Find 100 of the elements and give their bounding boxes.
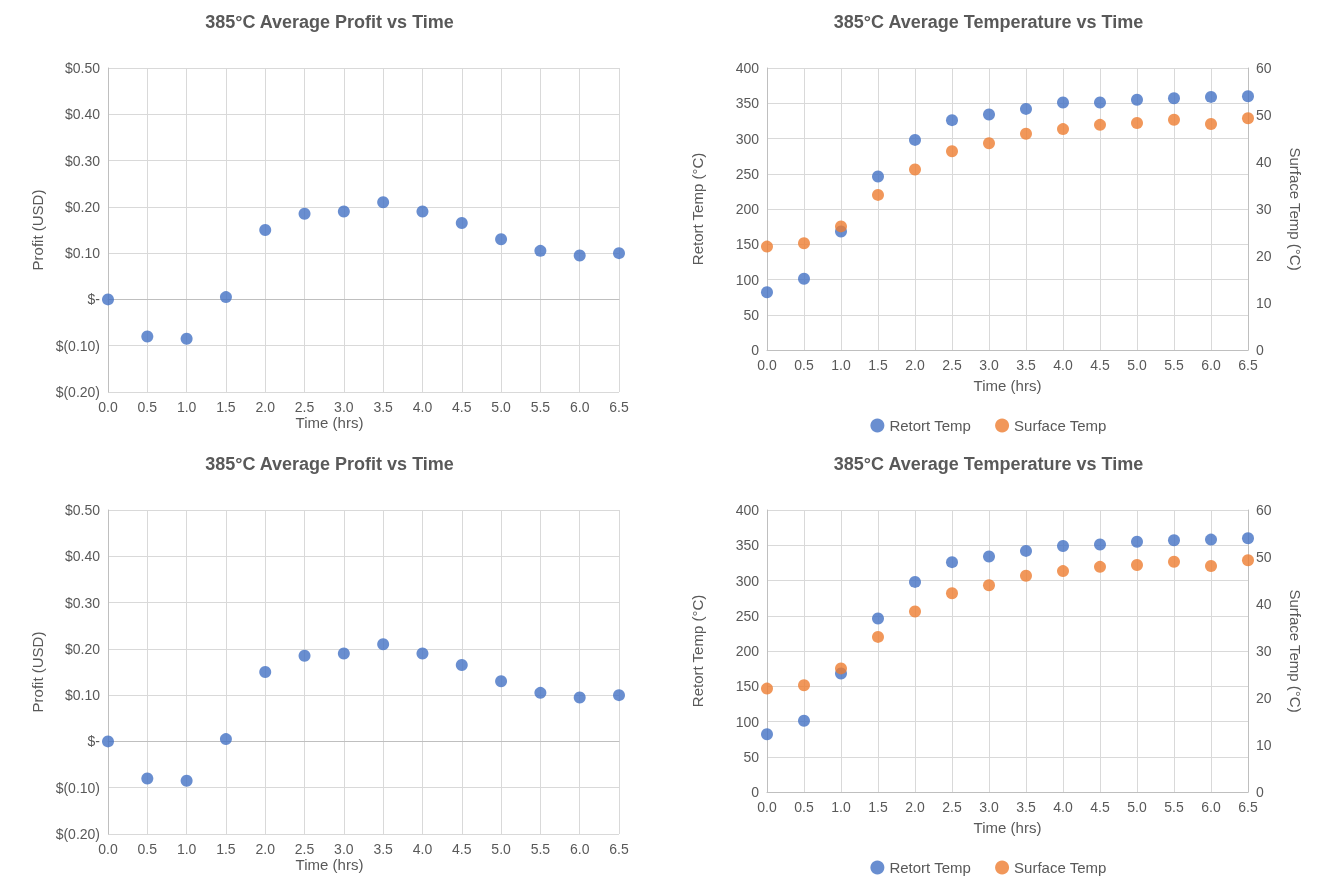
point — [416, 205, 429, 218]
x-tick-label: 4.5 — [452, 841, 472, 857]
x-tick-label: 5.5 — [1164, 357, 1184, 373]
y-tick-label: 400 — [735, 60, 760, 76]
y-tick-label: 400 — [735, 502, 760, 518]
point — [337, 647, 350, 660]
point — [613, 247, 625, 260]
x-tick-label: 0.0 — [757, 799, 777, 815]
legend-label: Surface Temp — [1014, 417, 1107, 434]
x-tick-label: 6.0 — [1201, 357, 1221, 373]
y-tick-label: $0.20 — [64, 198, 101, 215]
x-tick-label: 4.5 — [452, 399, 472, 415]
y2-tick-label: 60 — [1256, 60, 1272, 76]
point — [219, 291, 232, 304]
x-tick-label: 4.0 — [412, 399, 433, 415]
point — [1131, 558, 1143, 571]
y2-tick-label: 60 — [1256, 502, 1272, 518]
x-tick-label: 6.5 — [609, 399, 629, 415]
x-tick-label: 1.0 — [176, 841, 197, 857]
point — [298, 649, 311, 662]
point — [872, 170, 884, 183]
point — [1168, 92, 1180, 105]
x-tick-label: 0.0 — [98, 399, 118, 415]
x-axis-title: Time (hrs) — [295, 856, 364, 873]
point — [983, 579, 995, 592]
y-tick-label: 50 — [743, 306, 760, 323]
y2-tick-label: 50 — [1256, 549, 1272, 565]
x-tick-label: 1.0 — [831, 799, 851, 815]
x-tick-label: 2.0 — [905, 799, 925, 815]
y-axis-title: Retort Temp (°C) — [689, 152, 706, 266]
chart-title: 385°C Average Temperature vs Time — [833, 12, 1144, 32]
point — [495, 675, 508, 688]
y-tick-label: 150 — [735, 236, 760, 253]
x-tick-label: 5.5 — [530, 841, 551, 857]
x-tick-label: 6.0 — [569, 841, 590, 857]
x-tick-label: 3.0 — [979, 357, 999, 373]
y-tick-label: 300 — [735, 572, 760, 589]
x-tick-label: 5.5 — [1164, 799, 1184, 815]
y2-tick-label: 0 — [1256, 342, 1264, 358]
point — [835, 662, 847, 675]
y-tick-label: $0.10 — [64, 687, 101, 704]
point — [946, 587, 958, 600]
x-tick-label: 4.5 — [1090, 799, 1110, 815]
x-tick-label: 4.5 — [1090, 357, 1110, 373]
y2-tick-label: 20 — [1256, 248, 1272, 264]
y2-tick-label: 30 — [1256, 201, 1272, 217]
point — [259, 666, 272, 678]
y-tick-label: $- — [87, 291, 101, 308]
x-axis-title: Time (hrs) — [973, 819, 1042, 836]
y-tick-label: $0.50 — [64, 60, 101, 76]
x-tick-label: 3.0 — [979, 799, 999, 815]
y-tick-label: $(0.20) — [55, 384, 100, 400]
point — [102, 735, 114, 748]
point — [946, 114, 958, 127]
point — [180, 332, 193, 345]
point — [909, 575, 921, 588]
x-tick-label: 1.0 — [176, 399, 197, 415]
y-tick-label: $0.50 — [64, 502, 101, 518]
point — [1131, 93, 1143, 106]
x-tick-label: 0.5 — [137, 399, 158, 415]
y2-tick-label: 20 — [1256, 690, 1272, 706]
chart-title: 385°C Average Profit vs Time — [205, 12, 454, 32]
x-tick-label: 4.0 — [1053, 799, 1073, 815]
point — [1242, 554, 1254, 567]
point — [798, 714, 810, 727]
point — [1020, 544, 1032, 557]
x-tick-label: 2.5 — [294, 399, 315, 415]
y-tick-label: 0 — [751, 342, 760, 358]
x-tick-label: 6.0 — [1201, 799, 1221, 815]
point — [1205, 533, 1217, 546]
legend-label: Retort Temp — [889, 417, 971, 434]
y-tick-label: 0 — [751, 784, 760, 800]
point — [761, 682, 773, 695]
y-axis-title: Profit (USD) — [28, 631, 46, 713]
point — [495, 233, 508, 246]
y2-tick-label: 10 — [1256, 295, 1272, 311]
x-tick-label: 2.0 — [255, 841, 276, 857]
point — [983, 550, 995, 563]
x-tick-label: 0.5 — [137, 841, 158, 857]
point — [761, 240, 773, 253]
point — [1020, 127, 1032, 140]
point — [141, 330, 154, 343]
y-tick-label: $(0.10) — [55, 337, 100, 354]
point — [909, 133, 921, 146]
x-tick-label: 5.0 — [1127, 799, 1147, 815]
point — [835, 220, 847, 233]
x-tick-label: 2.0 — [255, 399, 276, 415]
x-tick-label: 0.0 — [98, 841, 118, 857]
x-tick-label: 1.5 — [868, 799, 888, 815]
y-tick-label: 250 — [735, 607, 760, 624]
y-tick-label: 50 — [743, 748, 760, 765]
point — [1057, 539, 1069, 552]
point — [416, 647, 429, 660]
x-tick-label: 6.0 — [569, 399, 590, 415]
x-tick-label: 2.5 — [942, 799, 962, 815]
x-tick-label: 3.0 — [334, 399, 354, 415]
y-tick-label: $(0.10) — [55, 779, 100, 796]
y2-tick-label: 0 — [1256, 784, 1264, 800]
y-tick-label: $- — [87, 733, 101, 750]
x-tick-label: 2.0 — [905, 357, 925, 373]
